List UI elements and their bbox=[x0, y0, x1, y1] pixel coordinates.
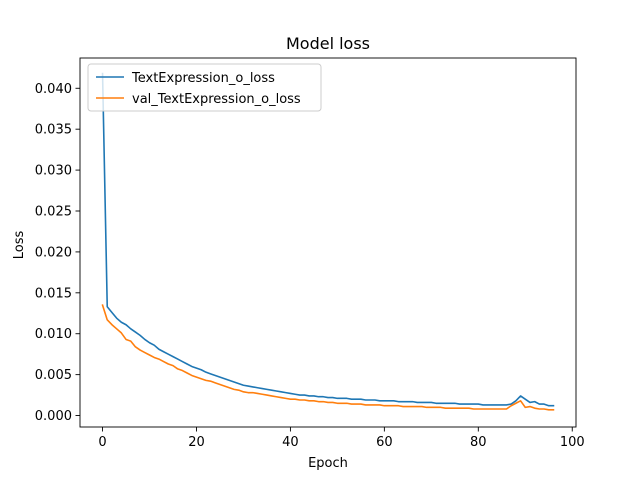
y-tick-label: 0.015 bbox=[35, 286, 72, 301]
y-tick-label: 0.030 bbox=[35, 164, 72, 179]
x-axis-label: Epoch bbox=[308, 456, 348, 471]
x-tick-label: 20 bbox=[188, 435, 205, 450]
y-tick-label: 0.010 bbox=[35, 327, 72, 342]
x-tick-label: 0 bbox=[98, 435, 106, 450]
y-tick-label: 0.025 bbox=[35, 205, 72, 220]
legend-label-val-loss: val_TextExpression_o_loss bbox=[132, 92, 301, 107]
legend-label-train-loss: TextExpression_o_loss bbox=[131, 71, 275, 86]
y-axis-label: Loss bbox=[12, 231, 27, 260]
y-tick-label: 0.040 bbox=[35, 82, 72, 97]
x-tick-label: 40 bbox=[282, 435, 299, 450]
y-tick-label: 0.005 bbox=[35, 368, 72, 383]
x-tick-label: 60 bbox=[376, 435, 393, 450]
y-tick-label: 0.000 bbox=[35, 409, 72, 424]
y-tick-label: 0.035 bbox=[35, 123, 72, 138]
y-tick-label: 0.020 bbox=[35, 245, 72, 260]
chart-title: Model loss bbox=[286, 34, 370, 53]
x-tick-label: 100 bbox=[560, 435, 585, 450]
x-tick-label: 80 bbox=[470, 435, 487, 450]
legend: TextExpression_o_loss val_TextExpression_… bbox=[88, 64, 321, 111]
